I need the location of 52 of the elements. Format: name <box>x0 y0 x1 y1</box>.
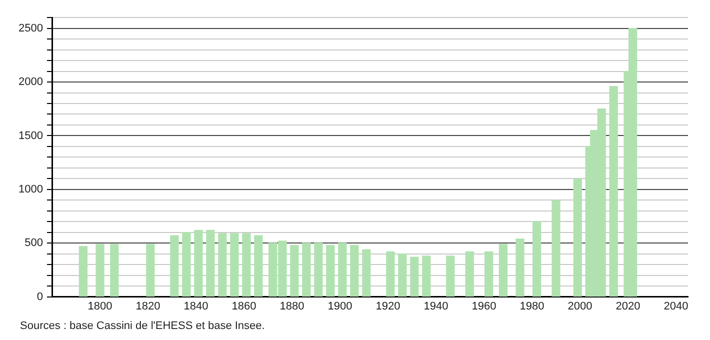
bar <box>573 178 582 297</box>
x-tick-label: 1800 <box>88 300 112 312</box>
x-tick-label: 1960 <box>472 300 496 312</box>
bar <box>552 200 560 297</box>
x-tick-label: 1920 <box>376 300 400 312</box>
x-tick-label: 2000 <box>568 300 592 312</box>
y-tick-label: 2000 <box>18 76 43 88</box>
x-tick-label: 2020 <box>616 300 640 312</box>
y-tick-label: 2500 <box>18 22 43 34</box>
bar <box>194 230 203 297</box>
bar <box>254 235 263 297</box>
bar <box>532 221 542 297</box>
bar <box>96 244 104 297</box>
bar <box>398 254 407 297</box>
x-tick-label: 1900 <box>328 300 352 312</box>
bar <box>338 242 347 297</box>
bar <box>242 233 251 297</box>
x-tick-label: 1940 <box>424 300 448 312</box>
x-tick-label: 2040 <box>664 300 688 312</box>
bar <box>516 238 524 297</box>
bar <box>326 244 335 297</box>
bar <box>290 244 299 297</box>
x-tick-label: 1880 <box>280 300 304 312</box>
y-tick-label: 1000 <box>18 183 43 196</box>
bar <box>230 233 239 297</box>
bar <box>362 249 371 297</box>
bar <box>314 242 323 297</box>
bar <box>206 230 215 297</box>
bar <box>498 244 508 297</box>
x-tick-label: 1860 <box>232 300 256 312</box>
y-tick-label: 500 <box>24 237 43 250</box>
x-tick-label: 1980 <box>520 300 544 312</box>
bar <box>422 256 431 297</box>
bar <box>78 246 88 297</box>
bar <box>386 251 395 297</box>
bar <box>446 256 455 297</box>
bar <box>465 251 474 297</box>
x-tick-label: 1840 <box>184 300 208 312</box>
y-tick-label: 1500 <box>18 130 43 142</box>
bar <box>170 235 179 297</box>
bar <box>182 232 191 297</box>
bar <box>146 244 155 297</box>
bar <box>218 233 227 297</box>
bar <box>350 244 359 297</box>
y-tick-label: 0 <box>36 290 43 303</box>
x-tick-label: 1820 <box>136 300 160 312</box>
bar <box>110 244 119 297</box>
bar <box>484 251 494 297</box>
source-note: Sources : base Cassini de l'EHESS et base Insee. <box>20 320 266 332</box>
bar <box>302 242 311 297</box>
bar <box>410 256 419 297</box>
bar <box>609 86 618 297</box>
